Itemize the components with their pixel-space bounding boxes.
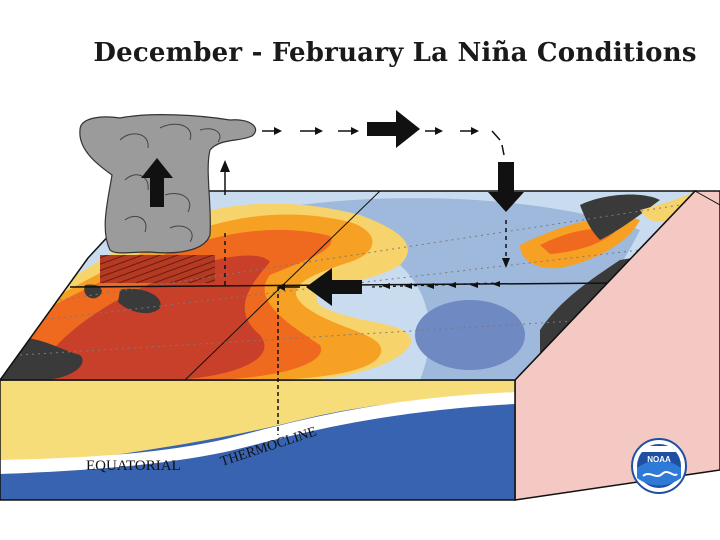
thermocline-band — [0, 392, 515, 474]
surface-trade-winds — [277, 268, 501, 306]
ocean-cross-section — [0, 379, 516, 501]
upper-level-flow — [262, 110, 505, 156]
noaa-logo-icon: NOAA — [631, 438, 687, 494]
noaa-logo-text: NOAA — [647, 455, 671, 464]
walker-circulation — [141, 110, 524, 435]
page-title: December - February La Niña Conditions — [93, 38, 697, 68]
land-east — [580, 194, 660, 240]
convection-cloud — [79, 114, 257, 254]
rising-air-arrow — [141, 158, 173, 207]
sinking-air-arrow — [488, 162, 524, 212]
trade-wind-big-arrow — [306, 268, 362, 306]
upper-flow-big-arrow — [367, 110, 420, 148]
equatorial-label: EQUATORIAL — [86, 458, 181, 474]
